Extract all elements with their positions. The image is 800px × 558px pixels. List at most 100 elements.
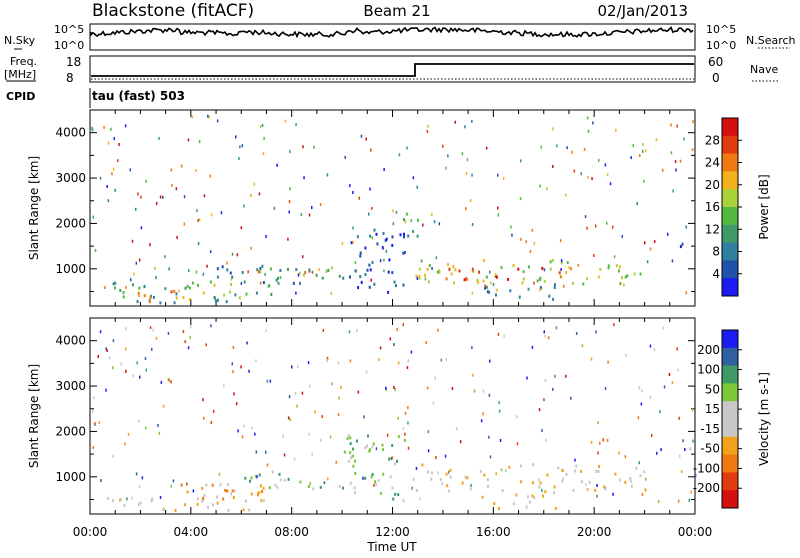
velocity-speckle [189,325,192,329]
velocity-speckle [547,336,550,340]
power-speckle [426,129,429,133]
power-speckle [612,225,614,229]
velocity-speckle [435,456,437,460]
velocity-colorbar-label: -15 [700,422,720,436]
power-cell [342,276,345,280]
power-cell [164,287,167,291]
velocity-speckle [160,380,163,384]
power-speckle [593,254,595,257]
power-cell [494,274,497,278]
velocity-speckle [678,416,680,420]
power-speckle [164,255,166,259]
velocity-cell [343,450,346,454]
velocity-speckle [396,328,398,331]
velocity-speckle [182,330,185,333]
power-speckle [198,140,201,144]
velocity-speckle [189,335,191,339]
power-cell [159,301,162,305]
power-speckle [435,256,438,260]
velocity-cell [371,445,374,449]
power-cell [366,268,369,272]
velocity-cell [354,459,356,463]
power-cell [539,286,542,290]
power-speckle [623,283,625,287]
power-ytick-label: 3000 [55,171,86,185]
power-cell [295,268,298,272]
velocity-cell [402,499,405,503]
noise-trace [90,26,694,39]
noise-panel-frame [89,23,696,51]
power-speckle [471,267,474,271]
power-speckle [154,266,156,270]
power-speckle [580,172,582,176]
power-speckle [422,223,424,227]
velocity-cell [368,449,371,453]
power-cell [373,282,376,286]
power-speckle [586,226,588,230]
velocity-cell [391,486,394,490]
power-cell [407,234,410,238]
velocity-speckle [170,484,172,488]
power-speckle [145,179,147,183]
power-cell [262,281,265,285]
velocity-ytick-label: 1000 [55,470,86,484]
power-speckle [471,223,474,227]
velocity-speckle [590,440,593,444]
power-cell [619,282,622,286]
power-speckle [466,158,469,162]
velocity-speckle [326,356,329,360]
velocity-cell [352,464,355,468]
velocity-speckle [585,483,587,487]
beam-title: Beam 21 [363,2,430,20]
power-cell [466,277,468,281]
freq-left-label-1: Freq. [10,55,37,68]
velocity-speckle [301,391,304,395]
velocity-speckle [480,419,483,423]
power-speckle [180,164,183,168]
power-cell [485,285,488,289]
power-cell [566,261,569,264]
power-speckle [484,284,486,288]
power-speckle [295,123,297,127]
velocity-speckle [659,410,661,414]
power-cell [385,237,388,241]
velocity-speckle [138,419,140,423]
velocity-speckle [552,387,554,391]
velocity-cell [431,471,433,475]
power-cell [138,294,140,297]
power-speckle [352,240,354,244]
velocity-colorbar-label: 15 [705,402,720,416]
power-speckle [107,199,110,203]
velocity-speckle [555,326,558,330]
power-speckle [412,176,415,180]
power-cell [229,290,231,294]
noise-right-label: N.Search [746,34,796,47]
velocity-cell [561,469,564,473]
velocity-speckle [379,346,382,350]
velocity-cell [380,491,382,495]
power-speckle [670,123,672,127]
velocity-speckle [437,328,439,332]
velocity-speckle [541,488,543,492]
velocity-cell [497,507,500,510]
velocity-speckle [327,477,329,481]
velocity-cell [222,497,225,501]
power-speckle [494,273,497,276]
velocity-speckle [434,376,436,380]
velocity-cell [279,478,282,482]
velocity-speckle [162,404,165,408]
power-cell [517,267,520,271]
power-cell [173,301,176,305]
power-cell [618,265,621,269]
velocity-speckle [291,365,293,369]
power-speckle [381,246,384,249]
power-cell [182,296,185,299]
velocity-speckle [186,482,188,486]
power-cell [308,268,311,272]
velocity-speckle [676,347,678,351]
power-cell [458,269,461,273]
power-cell [387,270,390,274]
power-cell [582,282,585,286]
power-cell [454,268,457,272]
velocity-cell [276,485,279,489]
